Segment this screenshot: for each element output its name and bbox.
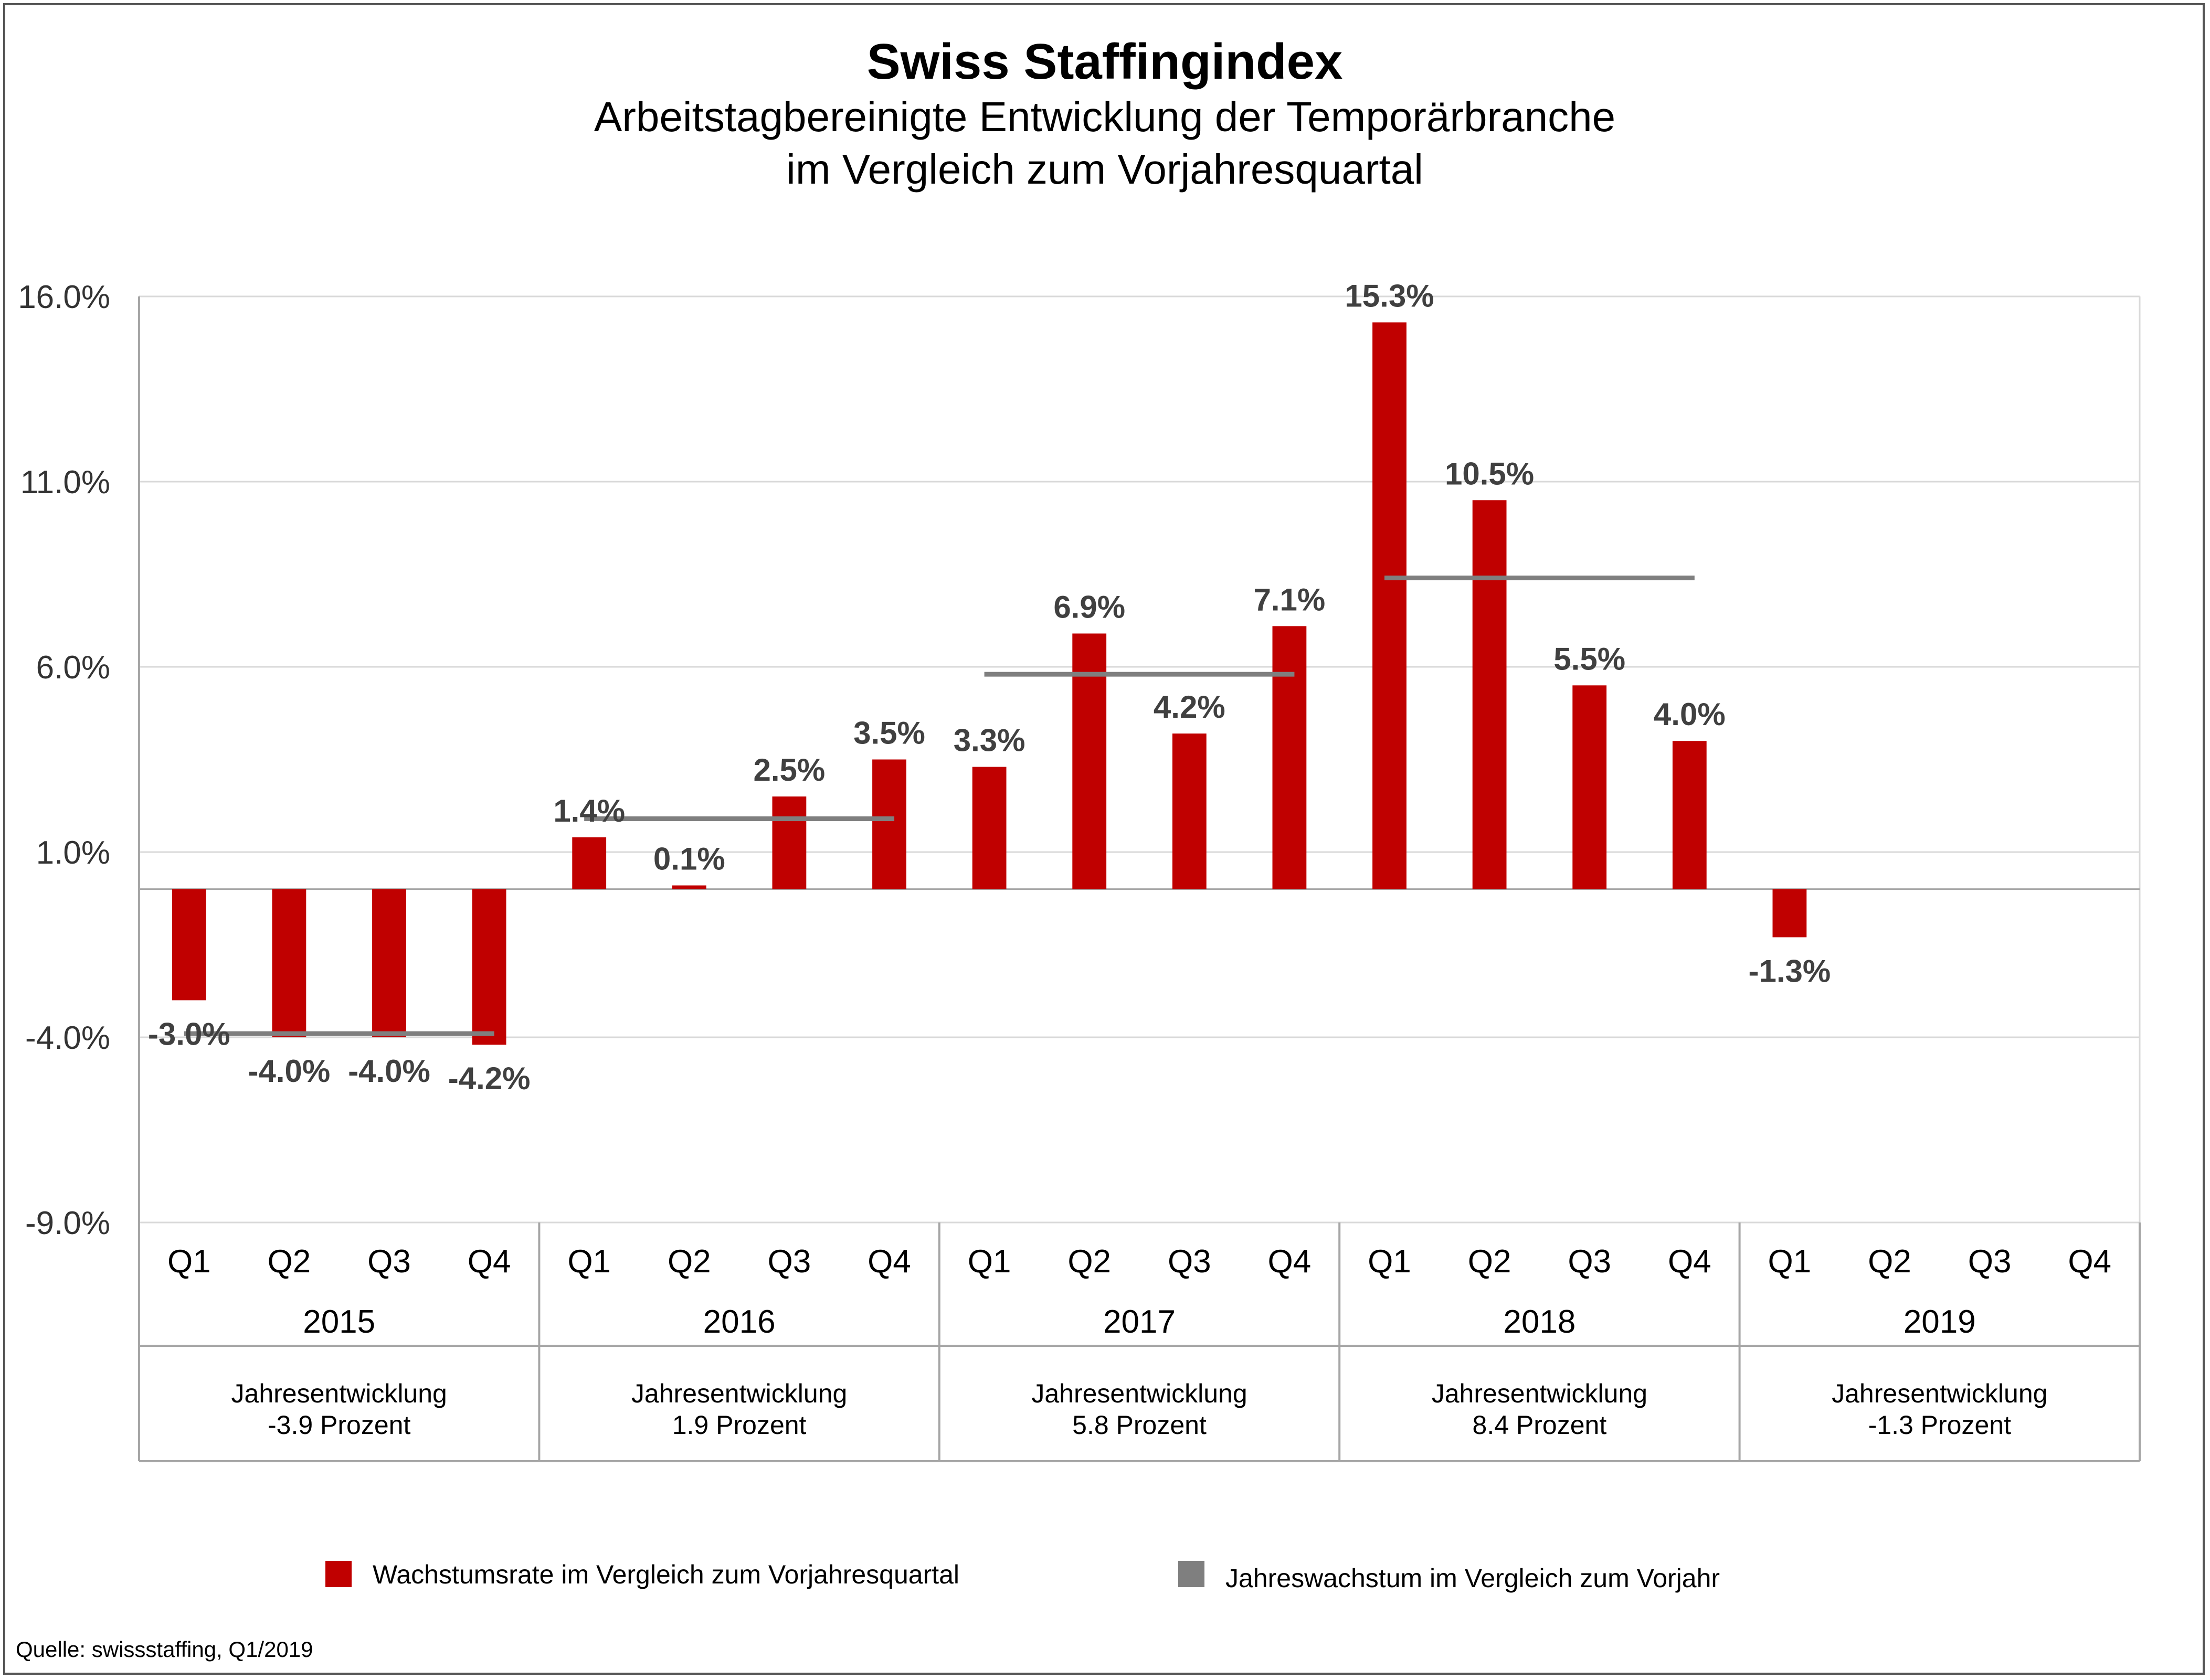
y-tick-label: 6.0%: [36, 650, 110, 686]
bar-2015-Q4: [472, 889, 506, 1045]
quarter-tick-label: Q4: [868, 1243, 911, 1280]
data-label-2018-Q3: 5.5%: [1553, 641, 1625, 676]
chart-subtitle-line-2: im Vergleich zum Vorjahresquartal: [786, 146, 1423, 193]
bar-2017-Q4: [1272, 626, 1307, 889]
year-label: 2018: [1503, 1304, 1575, 1340]
annual-growth-text: -3.9 Prozent: [268, 1410, 410, 1440]
quarter-tick-label: Q1: [1768, 1243, 1812, 1280]
data-label-2015-Q1: -3.0%: [148, 1016, 230, 1051]
chart-subtitle-line-1: Arbeitstagbereinigte Entwicklung der Tem…: [594, 93, 1615, 140]
quarter-tick-label: Q3: [1968, 1243, 2012, 1280]
data-label-2016-Q3: 2.5%: [754, 752, 826, 788]
annual-lines: [184, 576, 1695, 1036]
bar-2019-Q1: [1772, 889, 1807, 938]
quarter-tick-label: Q3: [768, 1243, 811, 1280]
data-label-2018-Q2: 10.5%: [1445, 456, 1534, 491]
data-label-2015-Q2: -4.0%: [248, 1054, 331, 1089]
legend-label-annual: Jahreswachstum im Vergleich zum Vorjahr: [1225, 1564, 1720, 1593]
bar-2018-Q2: [1472, 500, 1507, 889]
annual-growth-text: -1.3 Prozent: [1868, 1410, 2011, 1440]
bar-2016-Q1: [572, 837, 607, 889]
bar-2018-Q1: [1372, 322, 1407, 889]
data-label-2016-Q2: 0.1%: [653, 842, 725, 877]
quarter-tick-label: Q2: [1067, 1243, 1111, 1280]
bars: [172, 322, 1807, 1045]
data-label-2015-Q3: -4.0%: [348, 1054, 430, 1089]
year-label: 2017: [1103, 1304, 1176, 1340]
data-labels: -3.0% -4.0% -4.0% -4.2% 1.4% 0.1% 2.5% 3.5% 3.3%…: [148, 278, 1831, 1096]
quarter-tick-label: Q1: [968, 1243, 1011, 1280]
annual-growth-text: Jahresentwicklung: [1432, 1379, 1647, 1408]
bar-2017-Q1: [972, 767, 1007, 889]
legend-label-quarterly: Wachstumsrate im Vergleich zum Vorjahres…: [373, 1560, 959, 1589]
data-label-2017-Q3: 4.2%: [1154, 689, 1225, 725]
quarter-tick-label: Q3: [1568, 1243, 1611, 1280]
y-tick-label: -4.0%: [25, 1020, 110, 1056]
bar-2016-Q2: [672, 885, 706, 889]
quarter-tick-label: Q1: [167, 1243, 211, 1280]
year-label: 2015: [303, 1304, 375, 1340]
bar-2018-Q3: [1572, 685, 1607, 889]
data-label-2016-Q4: 3.5%: [853, 716, 925, 751]
annual-growth-text: 8.4 Prozent: [1473, 1410, 1607, 1440]
data-label-2017-Q4: 7.1%: [1254, 582, 1326, 617]
gridlines: [139, 295, 2141, 1224]
year-label: 2019: [1904, 1304, 1976, 1340]
quarter-tick-label: Q4: [2068, 1243, 2111, 1280]
quarter-tick-label: Q3: [1168, 1243, 1211, 1280]
quarter-tick-label: Q2: [1868, 1243, 1911, 1280]
data-label-2016-Q1: 1.4%: [553, 793, 625, 828]
quarter-tick-label: Q3: [367, 1243, 411, 1280]
bar-2017-Q3: [1172, 733, 1207, 889]
legend: Wachstumsrate im Vergleich zum Vorjahres…: [325, 1560, 1720, 1593]
chart-frame: [3, 3, 2205, 1675]
source-note: Quelle: swissstaffing, Q1/2019: [16, 1637, 313, 1662]
annual-growth-text: Jahresentwicklung: [231, 1379, 447, 1408]
annual-growth-text: Jahresentwicklung: [631, 1379, 847, 1408]
chart-title: Swiss Staffingindex: [867, 34, 1343, 90]
bar-2015-Q3: [372, 889, 406, 1037]
quarter-tick-label: Q1: [1368, 1243, 1411, 1280]
y-tick-label: -9.0%: [25, 1205, 110, 1241]
bar-2016-Q4: [872, 759, 906, 889]
data-label-2018-Q1: 15.3%: [1345, 278, 1434, 313]
quarter-tick-label: Q2: [668, 1243, 711, 1280]
bar-2015-Q2: [272, 889, 306, 1037]
bar-2015-Q1: [172, 889, 206, 1001]
bar-2017-Q2: [1072, 633, 1107, 889]
year-label: 2016: [703, 1304, 776, 1340]
y-tick-label: 16.0%: [18, 279, 110, 315]
quarter-tick-label: Q4: [1668, 1243, 1711, 1280]
y-tick-label: 1.0%: [36, 835, 110, 871]
legend-swatch-annual: [1178, 1561, 1204, 1587]
y-axis-ticks: 16.0% 11.0% 6.0% 1.0% -4.0% -9.0%: [18, 279, 110, 1241]
bar-2018-Q4: [1672, 741, 1707, 889]
annual-growth-text: 5.8 Prozent: [1072, 1410, 1207, 1440]
data-label-2019-Q1: -1.3%: [1749, 953, 1831, 988]
bar-2016-Q3: [772, 796, 807, 889]
quarter-tick-label: Q1: [567, 1243, 611, 1280]
data-label-2017-Q1: 3.3%: [954, 723, 1025, 758]
y-tick-label: 11.0%: [20, 464, 110, 501]
data-label-2015-Q4: -4.2%: [448, 1061, 531, 1096]
annual-growth-text: Jahresentwicklung: [1832, 1379, 2047, 1408]
quarter-tick-label: Q2: [1468, 1243, 1511, 1280]
data-label-2018-Q4: 4.0%: [1654, 697, 1726, 732]
legend-swatch-quarterly: [325, 1561, 352, 1587]
annual-growth-text: Jahresentwicklung: [1031, 1379, 1247, 1408]
quarter-tick-label: Q2: [268, 1243, 311, 1280]
data-label-2017-Q2: 6.9%: [1053, 589, 1125, 624]
quarter-tick-label: Q4: [1268, 1243, 1312, 1280]
annual-growth-text: 1.9 Prozent: [672, 1410, 807, 1440]
quarter-tick-label: Q4: [468, 1243, 511, 1280]
